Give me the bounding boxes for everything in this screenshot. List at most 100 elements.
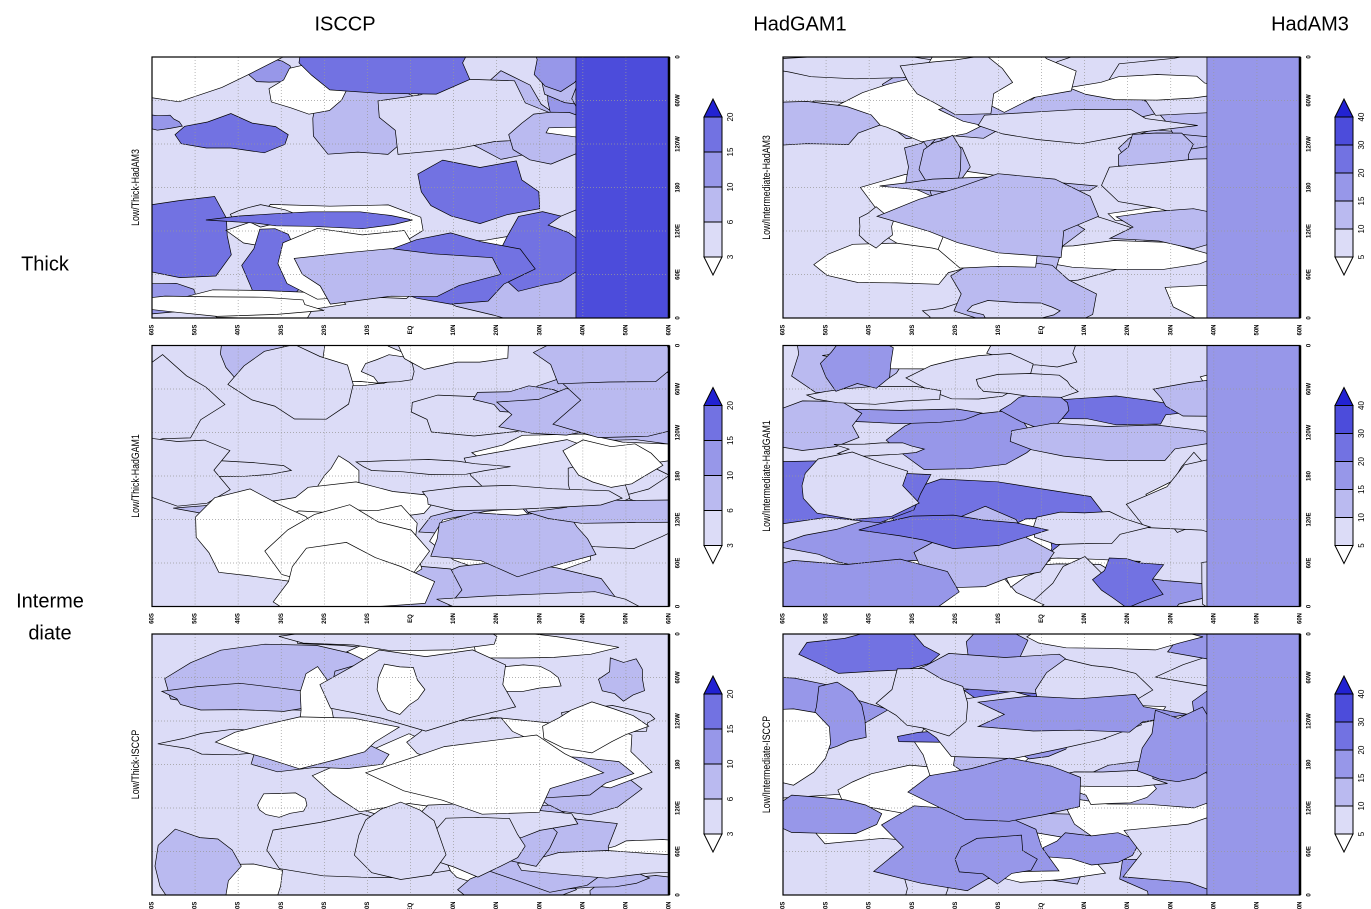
contour-region — [783, 101, 881, 146]
x-tick-label: EQ — [1039, 902, 1045, 909]
colorbar-box — [703, 151, 723, 188]
colorbar-arrow — [703, 833, 723, 854]
x-tick-label: 10S — [996, 325, 1002, 336]
x-tick-label: 50N — [1254, 901, 1260, 909]
y-tick-label: 60E — [676, 269, 682, 280]
contour-region — [272, 542, 436, 607]
x-tick-label: 10S — [996, 613, 1002, 624]
colorbar-box — [703, 186, 723, 223]
y-tick-label: 0 — [676, 604, 682, 608]
contour-map — [152, 57, 669, 318]
colorbar-tick-label: 40 — [1357, 689, 1366, 698]
x-tick-label: 30S — [910, 613, 916, 624]
y-tick-label: 0 — [676, 893, 682, 897]
x-tick-label: 40S — [867, 613, 873, 624]
contour-map — [783, 634, 1300, 895]
y-tick-label: 0 — [676, 632, 682, 636]
x-tick-label: 30S — [279, 325, 285, 336]
y-tick-label: 120E — [676, 512, 682, 526]
x-tick-label: 20S — [322, 902, 328, 909]
row-label: Interme — [16, 590, 84, 612]
panel-ylabel: Low/Thick-ISCCP — [130, 729, 142, 799]
x-tick-label: 10S — [365, 613, 371, 624]
x-tick-label: 20N — [1125, 613, 1131, 624]
colorbar-tick-label: 40 — [1357, 401, 1366, 410]
colorbar-tick-label: 6 — [726, 219, 735, 224]
colorbar-box — [703, 475, 723, 511]
x-tick-label: 30N — [1168, 901, 1174, 909]
colorbar-box — [1334, 693, 1354, 723]
colorbar-tick-label: 20 — [726, 112, 735, 121]
x-tick-label: 50N — [1254, 613, 1260, 624]
panel-ylabel: Low/Intermediate-ISCCP — [761, 716, 773, 814]
y-tick-label: 0 — [676, 343, 682, 347]
contour-region — [875, 668, 969, 737]
x-tick-label: 50N — [623, 324, 629, 335]
x-tick-label: 50N — [1254, 324, 1260, 335]
x-tick-label: 30S — [279, 613, 285, 624]
x-tick-label: 40S — [236, 902, 242, 909]
x-tick-label: 20S — [322, 325, 328, 336]
colorbar-tick-label: 20 — [726, 689, 735, 698]
contour-region — [533, 57, 584, 92]
colorbar-box — [1334, 116, 1354, 146]
contour-region — [364, 734, 605, 815]
x-tick-label: 30N — [537, 901, 543, 909]
y-tick-label: 60E — [676, 558, 682, 569]
colorbar-box — [1334, 433, 1354, 462]
colorbar-tick-label: 20 — [726, 401, 735, 410]
y-tick-label: 60E — [676, 846, 682, 857]
contour-region — [417, 159, 541, 224]
contour-region — [833, 442, 926, 457]
x-tick-label: 30N — [1168, 324, 1174, 335]
contour-region — [214, 716, 401, 770]
colorbar-box — [1334, 200, 1354, 230]
x-tick-label: 10S — [365, 902, 371, 909]
x-tick-label: 60N — [667, 324, 673, 335]
contour-region — [532, 345, 669, 385]
x-tick-label: 40N — [1211, 613, 1217, 624]
contour-region — [858, 514, 1050, 549]
y-tick-label: 120E — [1307, 801, 1313, 815]
colorbar-box — [1334, 721, 1354, 751]
x-tick-label: 50S — [193, 902, 199, 909]
colorbar-tick-label: 10 — [1357, 801, 1366, 810]
y-tick-label: 0 — [1307, 55, 1313, 59]
y-tick-label: 0 — [1307, 632, 1313, 636]
contour-region — [1136, 706, 1219, 783]
colorbar-tick-label: 15 — [726, 724, 735, 733]
colorbar-box — [1334, 144, 1354, 174]
x-tick-label: 50S — [824, 902, 830, 909]
x-tick-label: 20N — [1125, 901, 1131, 909]
x-tick-label: 20S — [953, 613, 959, 624]
colorbar-box — [1334, 489, 1354, 518]
x-tick-label: 40N — [580, 324, 586, 335]
x-tick-label: 30S — [279, 902, 285, 909]
x-tick-label: 60S — [781, 902, 787, 909]
row-label: diate — [28, 622, 71, 644]
colorbar-box — [703, 116, 723, 153]
colorbar-tick-label: 30 — [1357, 717, 1366, 726]
y-tick-label: 0 — [1307, 893, 1313, 897]
x-tick-label: 10N — [1082, 901, 1088, 909]
x-tick-label: 50N — [623, 901, 629, 909]
colorbar-tick-label: 20 — [1357, 168, 1366, 177]
colorbar-tick-label: 15 — [1357, 196, 1366, 205]
colorbar-box — [1334, 777, 1354, 807]
colorbar-arrow — [703, 545, 723, 565]
y-tick-label: 60E — [1307, 269, 1313, 280]
contour-region — [977, 108, 1198, 145]
contour-region — [801, 451, 920, 520]
y-tick-label: 60W — [1307, 94, 1313, 107]
x-tick-label: 20S — [322, 613, 328, 624]
contour-map — [152, 345, 669, 607]
colorbar-box — [1334, 228, 1354, 258]
y-tick-label: 60E — [1307, 558, 1313, 569]
colorbar-tick-label: 10 — [1357, 224, 1366, 233]
x-tick-label: 50S — [824, 325, 830, 336]
y-tick-label: 180 — [1307, 759, 1313, 770]
x-tick-label: 10N — [1082, 613, 1088, 624]
contour-region — [783, 794, 883, 834]
x-tick-label: 60S — [150, 613, 156, 624]
contour-region — [1206, 57, 1300, 318]
